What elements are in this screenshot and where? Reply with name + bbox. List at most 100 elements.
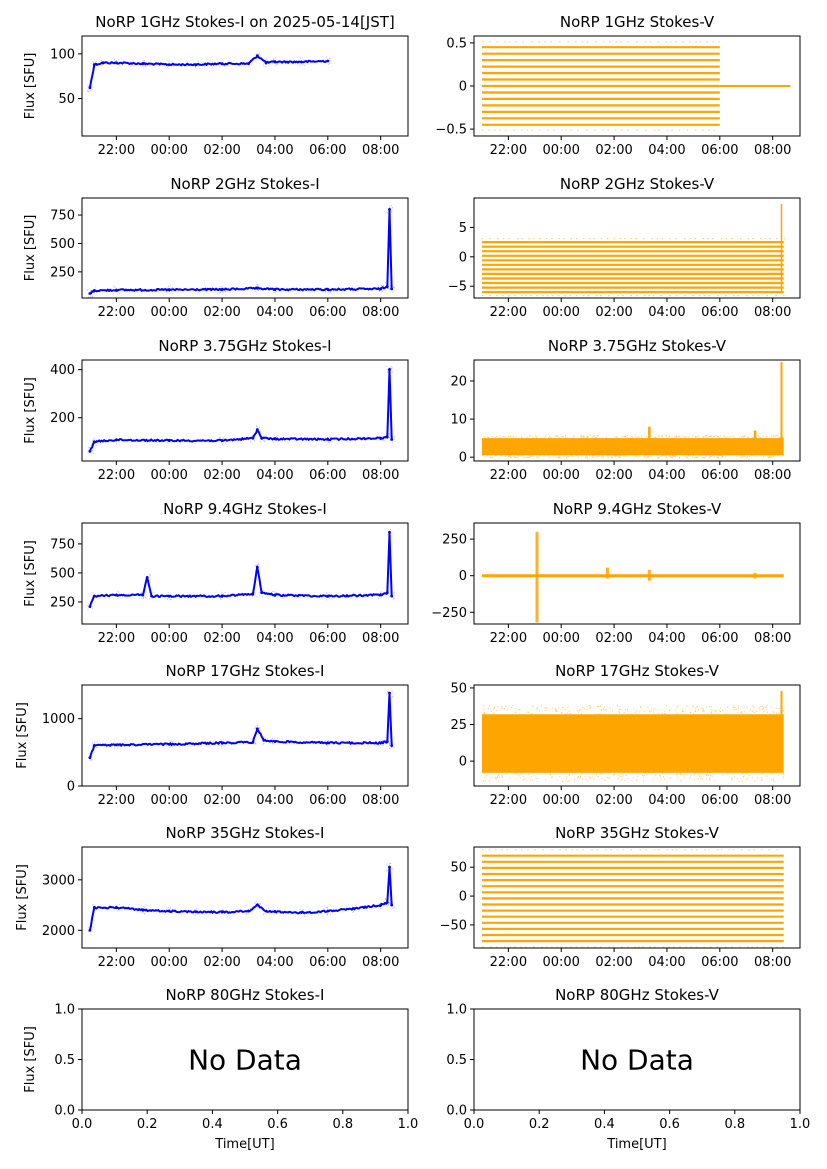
panel-p5v: NoRP 17GHz Stokes-V 0 25 50 22:00 00:00 02:00 0… (450, 662, 801, 808)
y-tick-label: 0.0 (446, 1104, 467, 1119)
data-point (220, 910, 224, 914)
plot-area (87, 205, 395, 298)
stokes-i-scatter (87, 205, 395, 298)
x-tick-label: 04:00 (256, 793, 293, 808)
panel-p2v: NoRP 2GHz Stokes-V −5 0 5 22:00 00:00 02:00 04:… (448, 175, 801, 320)
x-tick-label: 06:00 (701, 955, 738, 970)
x-tick-label: 0.8 (332, 1117, 353, 1132)
panel-title: NoRP 17GHz Stokes-V (555, 662, 720, 680)
x-tick-label: 0.4 (594, 1117, 615, 1132)
data-point (92, 594, 96, 598)
y-tick-label: 50 (450, 861, 467, 876)
x-tick-label: 0.8 (724, 1117, 745, 1132)
x-tick-label: 04:00 (256, 955, 293, 970)
stokes-i-trace (88, 54, 329, 89)
y-tick-label: 0 (67, 780, 75, 795)
data-point (264, 61, 268, 65)
plot-area (88, 691, 395, 761)
y-tick-label: 200 (50, 411, 75, 426)
y-tick-label: 250 (442, 533, 467, 548)
x-tick-label: 04:00 (256, 305, 293, 320)
axes-frame (81, 522, 409, 625)
y-tick-label: 1000 (42, 712, 75, 727)
panel-p6i: NoRP 35GHz Stokes-I 2000 3000 Flux [SFU] 22:… (15, 824, 409, 970)
data-point (390, 438, 394, 441)
y-tick-label: 0 (459, 755, 467, 770)
stokes-i-trace (88, 531, 393, 608)
y-tick-label: 2000 (42, 924, 75, 939)
panel-title: NoRP 3.75GHz Stokes-I (158, 337, 331, 355)
data-point (220, 62, 224, 66)
data-point (92, 906, 96, 909)
y-tick-label: 0 (459, 80, 467, 95)
data-point (255, 565, 259, 569)
data-point (92, 289, 96, 292)
axes-frame (473, 197, 801, 299)
y-tick-label: 3000 (42, 873, 75, 888)
x-tick-label: 02:00 (595, 468, 632, 483)
panel-title: NoRP 1GHz Stokes-V (560, 13, 715, 31)
data-point (385, 435, 389, 439)
data-point (264, 909, 268, 913)
axes-frame (81, 1008, 409, 1111)
panel-p7v: NoRP 80GHz Stokes-V 0.0 0.5 1.0 0.0 0.2 0.4 0.6… (446, 986, 810, 1152)
x-tick-label: 06:00 (309, 468, 346, 483)
data-point (388, 208, 391, 211)
y-tick-label: 0.5 (446, 1053, 467, 1068)
panel-title: NoRP 2GHz Stokes-I (170, 175, 319, 193)
stokes-v-outliers (481, 238, 786, 297)
stokes-v-bands (481, 46, 720, 126)
data-point (251, 436, 255, 440)
x-tick-label: 0.6 (659, 1117, 680, 1132)
y-tick-label: 5 (459, 221, 467, 236)
axes-frame (81, 35, 409, 137)
stokes-i-trace (88, 691, 393, 759)
plot-area (481, 41, 791, 131)
data-point (115, 906, 118, 909)
x-tick-label: 08:00 (754, 143, 791, 158)
data-point (326, 438, 330, 441)
stokes-v-bands (481, 854, 784, 943)
panel-p1v: NoRP 1GHz Stokes-V −0.5 0 0.5 22:00 00:00 02:0… (435, 13, 801, 158)
y-tick-label: 100 (50, 47, 75, 62)
axes-frame (81, 846, 409, 949)
x-tick-label: 04:00 (256, 468, 293, 483)
y-tick-label: 50 (58, 92, 75, 107)
data-point (145, 576, 149, 579)
x-tick-label: 00:00 (150, 793, 187, 808)
data-point (115, 288, 118, 292)
x-tick-label: 02:00 (203, 305, 240, 320)
y-tick-label: 0.0 (54, 1104, 75, 1119)
y-tick-label: −0.5 (435, 123, 467, 138)
data-point (273, 60, 277, 64)
x-tick-label: 06:00 (309, 955, 346, 970)
y-tick-label: 10 (450, 413, 467, 428)
x-tick-label: 08:00 (362, 955, 399, 970)
x-tick-label: 04:00 (256, 631, 293, 646)
x-tick-label: 22:00 (490, 468, 527, 483)
panel-p6v: NoRP 35GHz Stokes-V −50 0 50 22:00 00:00 02:00… (440, 824, 801, 970)
y-tick-label: 0.5 (54, 1053, 75, 1068)
stokes-v-outliers (481, 41, 720, 131)
data-point (141, 593, 145, 597)
y-tick-label: −5 (448, 280, 467, 295)
x-tick-label: 04:00 (648, 793, 685, 808)
panel-title: NoRP 35GHz Stokes-I (166, 824, 325, 842)
data-point (260, 591, 264, 595)
panel-p5i: NoRP 17GHz Stokes-I 0 1000 Flux [SFU] 22:00 0… (15, 662, 409, 808)
x-tick-label: 04:00 (648, 143, 685, 158)
plot-area (481, 531, 784, 623)
axes-frame (473, 359, 801, 462)
x-tick-label: 00:00 (150, 631, 187, 646)
panel-title: NoRP 17GHz Stokes-I (166, 662, 325, 680)
no-data-annotation: No Data (580, 1044, 694, 1077)
x-axis-label: Time[UT] (606, 1137, 666, 1152)
panel-p3v: NoRP 3.75GHz Stokes-V 0 10 20 22:00 00:00 02:0… (450, 337, 801, 483)
y-tick-label: 500 (50, 566, 75, 581)
data-point (255, 903, 259, 907)
stokes-i-scatter (88, 691, 395, 761)
data-point (273, 288, 277, 291)
x-axis-label: Time[UT] (214, 1137, 274, 1152)
panel-p4v: NoRP 9.4GHz Stokes-V −250 0 250 22:00 00:00 02… (431, 500, 801, 646)
stokes-i-scatter (87, 365, 396, 454)
